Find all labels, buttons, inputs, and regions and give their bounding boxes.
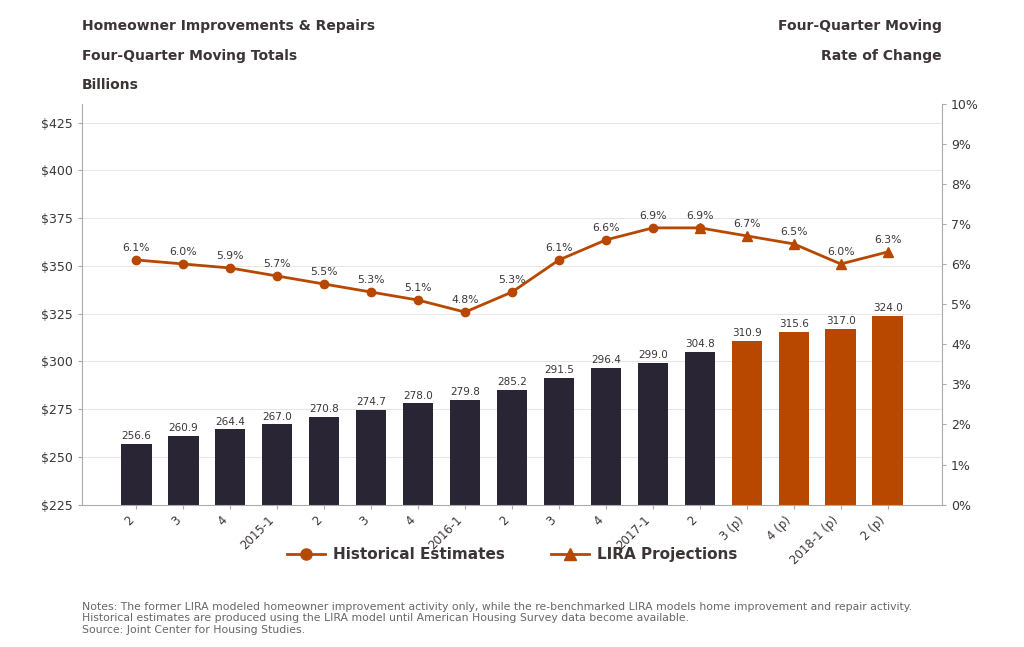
Text: 310.9: 310.9 (732, 328, 762, 338)
Bar (450, 400, 480, 505)
Text: 296.4: 296.4 (591, 355, 621, 366)
Text: Four-Quarter Moving: Four-Quarter Moving (778, 19, 942, 34)
Text: 5.5%: 5.5% (310, 267, 338, 277)
Bar (778, 332, 809, 505)
Text: 315.6: 315.6 (779, 319, 809, 329)
Text: 5.1%: 5.1% (404, 283, 432, 293)
Text: 5.3%: 5.3% (499, 275, 525, 285)
Bar (731, 340, 762, 505)
Text: 5.7%: 5.7% (263, 259, 291, 269)
Text: 6.9%: 6.9% (686, 211, 714, 221)
Bar (262, 424, 293, 505)
Bar (544, 378, 574, 505)
Bar (825, 329, 856, 505)
Text: 256.6: 256.6 (122, 432, 152, 441)
Text: 5.9%: 5.9% (216, 251, 244, 261)
Text: 6.1%: 6.1% (123, 243, 151, 253)
Legend: Historical Estimates, LIRA Projections: Historical Estimates, LIRA Projections (281, 541, 743, 568)
Bar (591, 368, 622, 505)
Text: Billions: Billions (82, 78, 139, 92)
Text: 278.0: 278.0 (403, 391, 433, 400)
Bar (872, 316, 903, 505)
Bar (309, 417, 339, 505)
Text: 274.7: 274.7 (356, 397, 386, 407)
Text: 4.8%: 4.8% (452, 295, 479, 305)
Text: 299.0: 299.0 (638, 351, 668, 360)
Bar (168, 436, 199, 505)
Text: 270.8: 270.8 (309, 404, 339, 414)
Text: Four-Quarter Moving Totals: Four-Quarter Moving Totals (82, 49, 297, 63)
Text: 5.3%: 5.3% (357, 275, 385, 285)
Text: 6.7%: 6.7% (733, 219, 761, 228)
Text: 6.3%: 6.3% (873, 235, 901, 245)
Text: 291.5: 291.5 (544, 365, 573, 375)
Bar (685, 352, 715, 505)
Bar (215, 430, 246, 505)
Text: Rate of Change: Rate of Change (821, 49, 942, 63)
Text: Notes: The former LIRA modeled homeowner improvement activity only, while the re: Notes: The former LIRA modeled homeowner… (82, 602, 912, 635)
Text: 304.8: 304.8 (685, 340, 715, 349)
Text: 6.6%: 6.6% (592, 223, 620, 233)
Text: 6.0%: 6.0% (169, 247, 197, 257)
Text: 260.9: 260.9 (168, 423, 198, 433)
Text: 267.0: 267.0 (262, 411, 292, 422)
Text: 6.5%: 6.5% (780, 226, 808, 237)
Text: 279.8: 279.8 (451, 387, 480, 397)
Text: 6.1%: 6.1% (545, 243, 572, 253)
Text: 264.4: 264.4 (215, 417, 245, 426)
Bar (356, 410, 386, 505)
Text: Homeowner Improvements & Repairs: Homeowner Improvements & Repairs (82, 19, 375, 34)
Text: 324.0: 324.0 (872, 303, 902, 313)
Text: 6.0%: 6.0% (827, 247, 855, 257)
Bar (497, 389, 527, 505)
Text: 285.2: 285.2 (497, 377, 527, 387)
Bar (121, 444, 152, 505)
Text: 317.0: 317.0 (826, 316, 856, 326)
Bar (402, 404, 433, 505)
Bar (638, 364, 668, 505)
Text: 6.9%: 6.9% (639, 211, 667, 221)
